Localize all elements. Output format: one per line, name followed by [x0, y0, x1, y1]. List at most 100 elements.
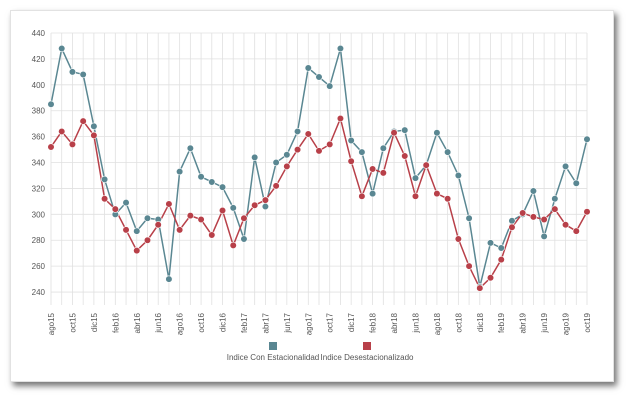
- data-point: [583, 208, 591, 216]
- x-tick-label: abr16: [133, 312, 142, 333]
- data-point: [540, 232, 548, 240]
- data-point: [122, 226, 130, 234]
- data-point: [122, 199, 130, 207]
- y-tick-label: 420: [32, 55, 46, 64]
- data-point: [326, 140, 334, 148]
- data-point: [529, 213, 538, 221]
- x-tick-label: dic18: [476, 312, 485, 332]
- data-point: [165, 200, 173, 208]
- data-point: [176, 226, 184, 234]
- data-point: [379, 144, 387, 152]
- data-point: [540, 215, 548, 224]
- data-point: [90, 131, 98, 139]
- data-point: [208, 231, 216, 239]
- data-point: [433, 129, 441, 137]
- chart-frame: 240 260 280 300 320 340 360 380 400 420 440 ago15 o…: [10, 10, 614, 382]
- data-point: [218, 206, 227, 215]
- line-chart: 240 260 280 300 320 340 360 380 400 420 440 ago15 o…: [32, 29, 592, 362]
- data-point: [165, 275, 173, 283]
- x-tick-label: feb17: [240, 312, 249, 333]
- x-tick-label: ago19: [562, 312, 571, 335]
- x-tick-label: oct18: [454, 312, 463, 332]
- data-point: [379, 169, 387, 177]
- data-point: [336, 114, 345, 123]
- y-axis: 240 260 280 300 320 340 360 380 400 420 440: [32, 29, 46, 297]
- data-point: [508, 217, 516, 225]
- legend: Indice Con Estacionalidad Indice Desestac…: [227, 342, 414, 362]
- data-point: [583, 135, 591, 143]
- data-point: [551, 205, 559, 213]
- x-tick-label: abr19: [519, 312, 528, 333]
- data-point: [369, 165, 377, 173]
- data-point: [401, 152, 409, 160]
- data-point: [465, 262, 473, 270]
- data-point: [529, 187, 538, 195]
- data-point: [58, 127, 66, 136]
- data-point: [444, 195, 452, 203]
- data-point: [293, 127, 302, 136]
- data-point: [79, 117, 87, 125]
- data-point: [561, 162, 570, 171]
- x-tick-label: feb19: [497, 312, 506, 333]
- data-point: [454, 171, 462, 180]
- data-point: [47, 143, 55, 151]
- data-point: [304, 64, 312, 72]
- y-tick-label: 300: [32, 210, 46, 219]
- x-tick-label: feb18: [369, 312, 378, 333]
- data-point: [497, 244, 505, 252]
- data-point: [315, 73, 323, 81]
- data-point: [272, 182, 280, 190]
- y-tick-label: 360: [32, 133, 46, 142]
- data-point: [176, 167, 184, 176]
- data-point: [304, 130, 312, 138]
- data-point: [358, 148, 366, 156]
- data-point: [240, 235, 248, 243]
- data-point: [433, 190, 441, 198]
- data-point: [229, 241, 237, 250]
- data-point: [411, 192, 420, 200]
- data-point: [58, 44, 66, 53]
- data-point: [390, 129, 398, 137]
- data-point: [272, 158, 280, 167]
- data-point: [154, 221, 162, 229]
- data-point: [197, 173, 205, 181]
- legend-swatch: [363, 342, 371, 350]
- data-point: [444, 148, 452, 156]
- x-tick-label: jun17: [283, 312, 292, 333]
- data-point: [551, 195, 559, 203]
- data-point: [347, 157, 355, 165]
- data-point: [240, 214, 248, 222]
- x-tick-label: feb16: [111, 312, 120, 333]
- x-tick-label: ago17: [304, 312, 313, 335]
- data-point: [401, 126, 409, 134]
- x-tick-label: oct16: [197, 312, 206, 332]
- data-point: [572, 227, 580, 235]
- data-point: [68, 68, 77, 76]
- data-point: [326, 82, 334, 90]
- x-tick-label: dic16: [219, 312, 228, 332]
- data-point: [336, 44, 345, 53]
- data-point: [133, 247, 141, 255]
- data-point: [111, 205, 119, 213]
- x-tick-label: abr17: [261, 312, 270, 333]
- x-tick-label: dic15: [90, 312, 99, 332]
- x-tick-label: oct15: [68, 312, 77, 332]
- data-point: [90, 122, 98, 130]
- data-point: [283, 151, 291, 159]
- data-point: [229, 204, 237, 212]
- data-point: [454, 235, 462, 243]
- data-point: [143, 236, 152, 244]
- y-tick-label: 280: [32, 236, 46, 245]
- x-tick-label: abr18: [390, 312, 399, 333]
- data-point: [486, 274, 495, 282]
- data-point: [143, 214, 152, 222]
- legend-label: Indice Desestacionalizado: [321, 353, 414, 362]
- data-point: [519, 209, 527, 217]
- y-tick-label: 340: [32, 159, 46, 168]
- data-point: [369, 190, 377, 198]
- series-points: [47, 44, 591, 292]
- data-point: [68, 140, 77, 148]
- data-point: [186, 144, 194, 152]
- legend-swatch: [269, 342, 277, 350]
- x-axis: ago15 oct15 dic15 feb16 abr16 jun16 ago16 oct16…: [47, 312, 592, 335]
